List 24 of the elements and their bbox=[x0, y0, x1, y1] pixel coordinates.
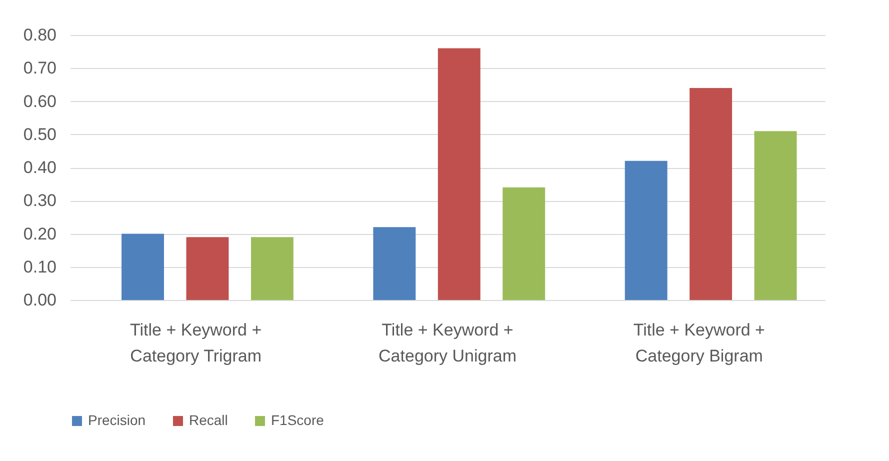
x-tick-label: Title + Keyword + Category Unigram bbox=[378, 320, 516, 366]
y-tick-label: 0.60 bbox=[23, 92, 56, 111]
bar bbox=[754, 131, 797, 300]
bar bbox=[502, 187, 546, 300]
bar bbox=[690, 88, 732, 300]
y-tick-label: 0.10 bbox=[23, 257, 56, 276]
x-tick-label: Title + Keyword + Category Trigram bbox=[130, 320, 262, 366]
legend-label: F1Score bbox=[271, 412, 324, 428]
bar bbox=[186, 237, 229, 300]
legend-label: Recall bbox=[189, 412, 228, 428]
y-tick-label: 0.40 bbox=[23, 158, 56, 177]
y-tick-label: 0.80 bbox=[23, 26, 56, 44]
x-tick-label: Title + Keyword + Category Bigram bbox=[633, 320, 766, 366]
legend-label: Precision bbox=[88, 412, 146, 428]
bar bbox=[438, 48, 480, 300]
bar bbox=[373, 227, 416, 300]
bar bbox=[624, 160, 668, 300]
y-tick-label: 0.30 bbox=[23, 191, 56, 210]
y-tick-label: 0.70 bbox=[23, 58, 56, 78]
y-tick-label: 0.50 bbox=[23, 124, 56, 144]
y-tick-label: 0.20 bbox=[23, 224, 56, 244]
bar bbox=[250, 237, 294, 300]
bar bbox=[122, 234, 164, 300]
y-tick-label: 0.00 bbox=[23, 290, 56, 310]
